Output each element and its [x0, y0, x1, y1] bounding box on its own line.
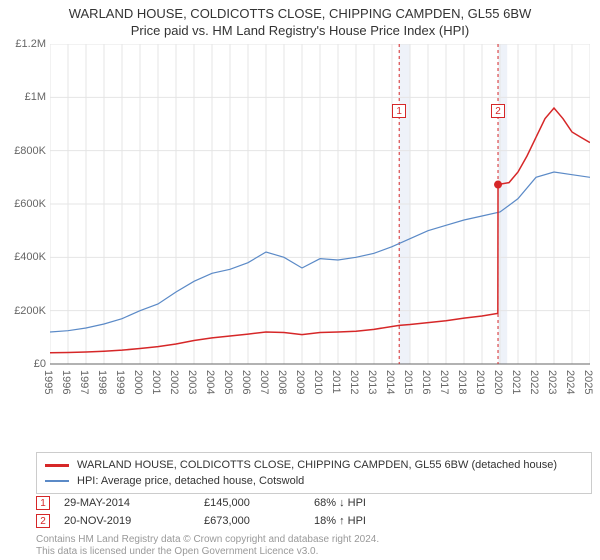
x-axis-label: 2015 [402, 370, 414, 394]
legend-text: WARLAND HOUSE, COLDICOTTS CLOSE, CHIPPIN… [77, 459, 557, 471]
x-axis-label: 2013 [366, 370, 378, 394]
chart-marker-2: 2 [491, 104, 505, 118]
legend-item: HPI: Average price, detached house, Cots… [45, 473, 583, 489]
y-axis-label: £200K [0, 305, 46, 317]
legend-text: HPI: Average price, detached house, Cots… [77, 475, 304, 487]
x-axis-label: 2000 [132, 370, 144, 394]
x-axis-label: 2001 [150, 370, 162, 394]
y-axis-label: £1.2M [0, 38, 46, 50]
x-axis-label: 2006 [240, 370, 252, 394]
chart-area: £0£200K£400K£600K£800K£1M£1.2M1995199619… [50, 44, 590, 406]
x-axis-label: 2019 [474, 370, 486, 394]
y-axis-label: £0 [0, 358, 46, 370]
chart-marker-1: 1 [392, 104, 406, 118]
x-axis-label: 2021 [510, 370, 522, 394]
sale-date: 29-MAY-2014 [64, 497, 204, 509]
sale-date: 20-NOV-2019 [64, 515, 204, 527]
sale-marker: 1 [36, 496, 50, 510]
x-axis-label: 2023 [546, 370, 558, 394]
x-axis-label: 2022 [528, 370, 540, 394]
x-axis-label: 2016 [420, 370, 432, 394]
x-axis-label: 2024 [564, 370, 576, 394]
legend-item: WARLAND HOUSE, COLDICOTTS CLOSE, CHIPPIN… [45, 457, 583, 473]
y-axis-label: £400K [0, 251, 46, 263]
x-axis-label: 2018 [456, 370, 468, 394]
x-axis-label: 1999 [114, 370, 126, 394]
sales-table: 1 29-MAY-2014£145,00068% ↓ HPI 2 20-NOV-201… [36, 494, 424, 530]
x-axis-label: 2005 [222, 370, 234, 394]
x-axis-label: 2010 [312, 370, 324, 394]
footer-attribution: Contains HM Land Registry data © Crown c… [36, 534, 379, 558]
footer-line1: Contains HM Land Registry data © Crown c… [36, 534, 379, 546]
x-axis-label: 1995 [42, 370, 54, 394]
sale-row: 2 20-NOV-2019£673,00018% ↑ HPI [36, 512, 424, 530]
x-axis-label: 2011 [330, 370, 342, 394]
sale-marker: 2 [36, 514, 50, 528]
x-axis-label: 2009 [294, 370, 306, 394]
x-axis-label: 2012 [348, 370, 360, 394]
sale-price: £673,000 [204, 515, 314, 527]
x-axis-label: 2014 [384, 370, 396, 394]
sale-row: 1 29-MAY-2014£145,00068% ↓ HPI [36, 494, 424, 512]
y-axis-label: £600K [0, 198, 46, 210]
x-axis-label: 2007 [258, 370, 270, 394]
x-axis-label: 2025 [582, 370, 594, 394]
title-block: WARLAND HOUSE, COLDICOTTS CLOSE, CHIPPIN… [0, 0, 600, 38]
x-axis-label: 1996 [60, 370, 72, 394]
x-axis-label: 2008 [276, 370, 288, 394]
price-chart-svg [50, 44, 590, 406]
x-axis-label: 2017 [438, 370, 450, 394]
x-axis-label: 2020 [492, 370, 504, 394]
title-subtitle: Price paid vs. HM Land Registry's House … [0, 23, 600, 38]
sale-diff: 18% ↑ HPI [314, 515, 424, 527]
title-address: WARLAND HOUSE, COLDICOTTS CLOSE, CHIPPIN… [0, 6, 600, 21]
x-axis-label: 1998 [96, 370, 108, 394]
legend-swatch [45, 464, 69, 467]
legend-box: WARLAND HOUSE, COLDICOTTS CLOSE, CHIPPIN… [36, 452, 592, 494]
y-axis-label: £1M [0, 91, 46, 103]
sale-price: £145,000 [204, 497, 314, 509]
footer-line2: This data is licensed under the Open Gov… [36, 546, 379, 558]
chart-container: WARLAND HOUSE, COLDICOTTS CLOSE, CHIPPIN… [0, 0, 600, 560]
x-axis-label: 2003 [186, 370, 198, 394]
legend-swatch [45, 480, 69, 482]
y-axis-label: £800K [0, 145, 46, 157]
x-axis-label: 2004 [204, 370, 216, 394]
x-axis-label: 2002 [168, 370, 180, 394]
x-axis-label: 1997 [78, 370, 90, 394]
sale-diff: 68% ↓ HPI [314, 497, 424, 509]
